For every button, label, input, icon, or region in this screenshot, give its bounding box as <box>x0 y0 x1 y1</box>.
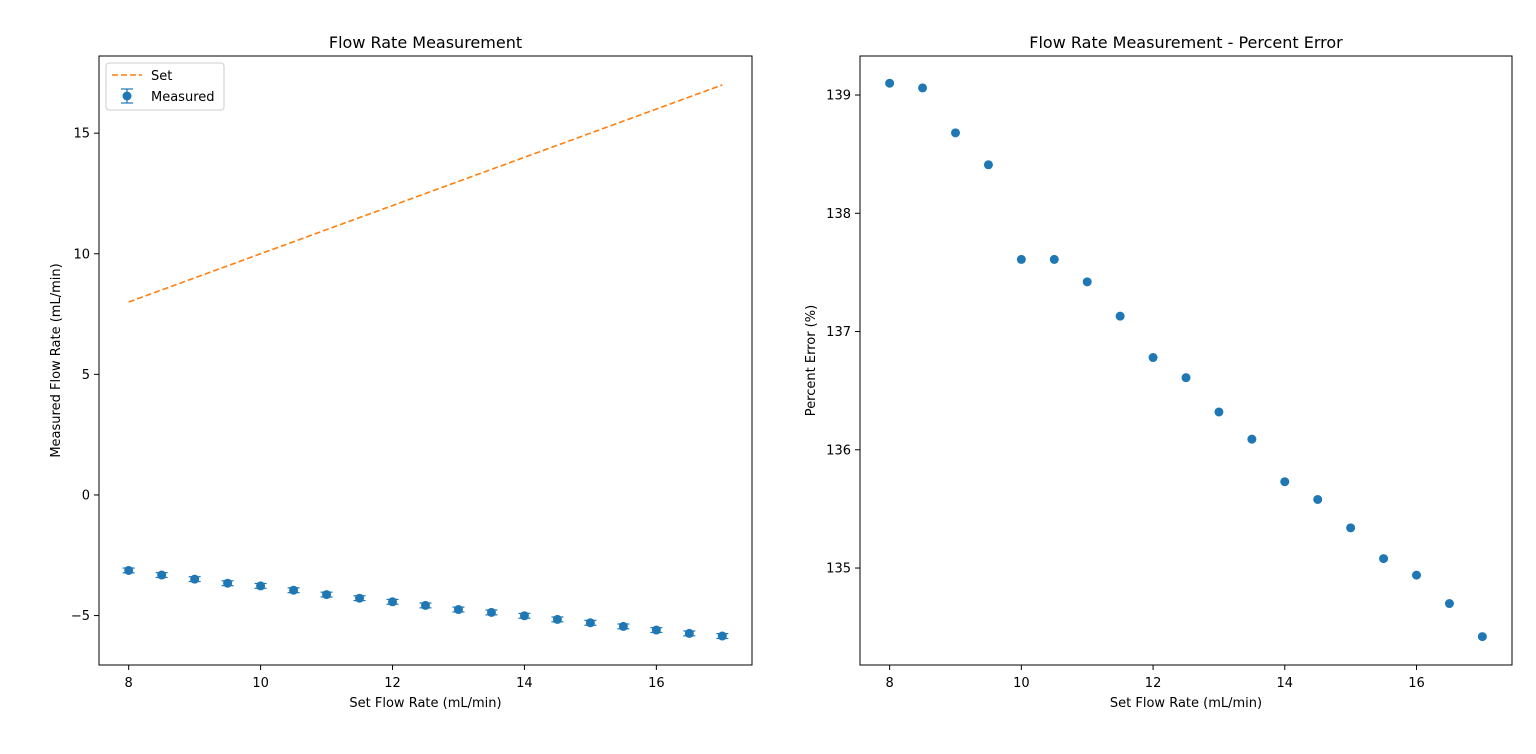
measured-point <box>355 593 365 603</box>
x-tick-label: 16 <box>648 676 665 691</box>
percent-error-point <box>1313 494 1323 504</box>
y-tick-label: 139 <box>826 89 851 104</box>
y-tick-label: 15 <box>73 127 90 142</box>
measured-point <box>289 585 299 595</box>
percent-error-point <box>983 160 993 170</box>
percent-error-point <box>1280 477 1290 487</box>
measured-point <box>223 578 233 588</box>
measured-point <box>486 607 496 617</box>
percent-error-point <box>1082 277 1092 287</box>
percent-error-point <box>918 83 928 93</box>
measured-point <box>421 600 430 610</box>
y-tick-label: 138 <box>826 207 851 222</box>
x-tick-label: 10 <box>252 676 269 691</box>
measured-point <box>651 625 661 635</box>
x-tick-label: 10 <box>1013 676 1030 691</box>
set-line <box>128 84 723 303</box>
y-axis-label: Measured Flow Rate (mL/min) <box>49 263 64 457</box>
y-tick-label: 135 <box>826 562 851 577</box>
measured-point <box>157 570 167 580</box>
measured-point <box>388 597 398 607</box>
flow-rate-chart: 8 10 12 14 16 −5 0 5 10 15 Flow Rate Measurement Se… <box>49 33 753 711</box>
y-tick-label: 137 <box>826 325 851 340</box>
measured-point <box>585 618 595 628</box>
percent-error-point <box>1214 407 1224 417</box>
y-tick-label: 0 <box>82 488 90 503</box>
legend: Set Measured <box>105 62 225 111</box>
percent-error-point <box>1379 554 1389 564</box>
x-tick-label: 8 <box>125 676 133 691</box>
legend-label-set: Set <box>151 69 172 84</box>
x-tick-label: 16 <box>1408 676 1425 691</box>
percent-error-point <box>1016 254 1026 264</box>
x-tick-label: 14 <box>516 676 533 691</box>
x-tick-label: 12 <box>384 676 401 691</box>
measured-point <box>684 628 694 638</box>
legend-measured-marker <box>122 91 132 101</box>
measured-point <box>453 605 463 615</box>
percent-error-point <box>1247 434 1257 444</box>
percent-error-point <box>1412 570 1422 580</box>
measured-point <box>519 611 529 621</box>
percent-error-point <box>1346 523 1356 533</box>
x-tick-label: 14 <box>1277 676 1294 691</box>
percent-error-chart: 8 10 12 14 16 135 136 137 138 139 Flow Rate Measur… <box>804 33 1513 711</box>
measured-point <box>618 621 628 631</box>
measured-point <box>552 614 562 624</box>
percent-error-point <box>885 78 895 88</box>
percent-error-point <box>1148 353 1158 363</box>
y-axis-label: Percent Error (%) <box>804 305 819 416</box>
percent-error-point <box>950 128 960 138</box>
x-tick-label: 8 <box>885 676 893 691</box>
y-tick-label: 136 <box>826 443 851 458</box>
percent-error-point <box>1181 373 1191 383</box>
plot-frame <box>98 55 753 666</box>
measured-point <box>322 590 332 600</box>
measured-point <box>124 565 134 575</box>
y-tick-label: 10 <box>73 247 90 262</box>
percent-error-point <box>1444 599 1454 609</box>
x-axis-label: Set Flow Rate (mL/min) <box>349 696 501 711</box>
chart-title: Flow Rate Measurement - Percent Error <box>1029 33 1343 52</box>
y-tick-label: −5 <box>71 609 90 624</box>
y-tick-label: 5 <box>82 368 90 383</box>
percent-error-point <box>1477 632 1487 642</box>
percent-error-point <box>1049 254 1059 264</box>
measured-point <box>717 631 727 641</box>
x-axis-label: Set Flow Rate (mL/min) <box>1110 696 1262 711</box>
measured-point <box>256 581 266 591</box>
percent-error-point <box>1115 311 1125 321</box>
chart-title: Flow Rate Measurement <box>329 33 522 52</box>
legend-label-measured: Measured <box>151 90 215 105</box>
measured-point <box>190 574 200 584</box>
x-tick-label: 12 <box>1145 676 1162 691</box>
plot-frame <box>859 55 1513 666</box>
